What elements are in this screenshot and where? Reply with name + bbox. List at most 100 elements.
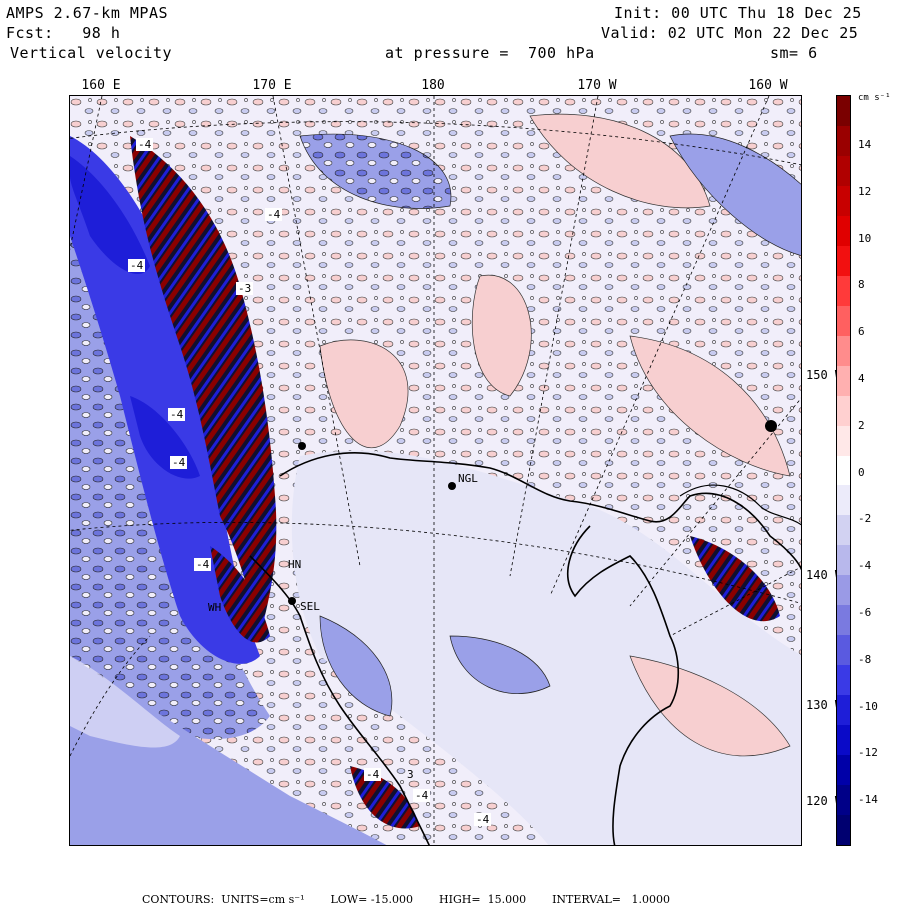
colorbar-swatch	[837, 725, 850, 756]
positive-zone-5	[629, 655, 791, 757]
positive-zone-2	[471, 274, 532, 397]
colorbar-swatch	[837, 215, 850, 247]
colorbar-tick-label: -4	[858, 559, 872, 573]
colorbar-tick-label: 10	[858, 231, 872, 245]
lon-label-180: 180	[421, 78, 445, 93]
colorbar-swatch	[837, 335, 850, 367]
colorbar-tick-label: -2	[858, 512, 872, 526]
map-svg	[70, 96, 801, 845]
colorbar-swatch	[837, 245, 850, 277]
contour-label: -4	[194, 558, 212, 571]
colorbar-tick-label: -12	[858, 746, 878, 760]
colorbar-tick-label: -14	[858, 793, 878, 807]
mountain-wave-ridge-2	[210, 546, 270, 643]
init-time: Init: 00 UTC Thu 18 Dec 25	[614, 4, 862, 22]
colorbar	[836, 95, 851, 846]
contour-label: -4	[364, 768, 382, 781]
negative-zone-5	[449, 635, 551, 694]
negative-core-1	[70, 156, 150, 275]
colorbar-swatch	[837, 305, 850, 337]
meridian-160w	[549, 96, 770, 597]
station-sel-dot	[288, 597, 296, 605]
meridian-160e	[70, 96, 103, 251]
contour-label: -4	[170, 456, 188, 469]
contour-label: -4	[136, 138, 154, 151]
mountain-wave-ridge-3	[350, 766, 420, 829]
mountain-wave-ridge-4	[690, 536, 780, 622]
colorbar-tick-label: -8	[858, 652, 872, 666]
colorbar-swatch	[837, 155, 850, 187]
colorbar-swatch	[837, 605, 850, 636]
negative-zone-6	[669, 133, 801, 256]
contour-label: -4	[128, 259, 146, 272]
colorbar-swatch	[837, 695, 850, 726]
colorbar-tick-label: 2	[858, 418, 865, 432]
colorbar-swatch	[837, 575, 850, 606]
colorbar-swatch	[837, 425, 850, 456]
colorbar-unit: cm s⁻¹	[858, 93, 891, 103]
mountain-wave-ridge	[130, 136, 277, 636]
colorbar-swatch	[837, 815, 850, 846]
positive-zone-3	[529, 113, 711, 209]
colorbar-swatch	[837, 755, 850, 786]
station-ngl-label: NGL	[458, 472, 478, 485]
pressure-level: at pressure = 700 hPa	[385, 44, 595, 62]
colorbar-swatch	[837, 275, 850, 307]
ice-shelf-area	[291, 450, 801, 845]
forecast-hour: Fcst: 98 h	[6, 24, 121, 42]
footer-info: CONTOURS: UNITS=cm s⁻¹ LOW= -15.000 HIGH= …	[135, 880, 696, 906]
colorbar-swatch	[837, 515, 850, 546]
colorbar-tick-label: 0	[858, 465, 865, 479]
colorbar-swatch	[837, 665, 850, 696]
colorbar-swatch	[837, 185, 850, 217]
meridian-170e	[272, 96, 361, 567]
colorbar-tick-label: 12	[858, 184, 872, 198]
positive-zone-4	[629, 335, 791, 477]
colorbar-swatch	[837, 545, 850, 576]
colorbar-swatch	[837, 455, 850, 486]
contour-label: 3	[407, 768, 414, 781]
lon-label-170e: 170 E	[252, 78, 292, 93]
colorbar-tick-label: 14	[858, 138, 872, 151]
colorbar-tick-label: 8	[858, 278, 865, 292]
colorbar-swatch	[837, 96, 850, 127]
lon-label-160w: 160 W	[748, 78, 788, 93]
grounding-line	[567, 525, 680, 845]
graticule-lat-3	[70, 635, 151, 757]
station-wh-label: WH	[208, 601, 222, 614]
model-title: AMPS 2.67-km MPAS	[6, 4, 169, 22]
positive-zone-1	[319, 339, 409, 448]
colorbar-tick-label: 4	[858, 372, 865, 385]
station-dot-2	[765, 420, 777, 432]
station-sel-label: SEL	[300, 600, 320, 613]
negative-core-band	[70, 136, 260, 664]
station-ngl-dot	[448, 482, 456, 490]
colorbar-tick-label: -10	[858, 699, 878, 713]
vertical-velocity-map: NGL SEL HN WH -4 -4 -4 -3 -4 -4 -4 -4 -4…	[69, 95, 802, 846]
valid-time: Valid: 02 UTC Mon 22 Dec 25	[601, 24, 859, 42]
station-dot-1	[298, 442, 306, 450]
coastline-ross	[279, 452, 801, 571]
colorbar-tick-label: 6	[858, 325, 865, 339]
colorbar-swatch	[837, 785, 850, 816]
contour-label: -4	[474, 813, 492, 826]
negative-zone-1	[299, 133, 452, 209]
contour-label: -4	[265, 208, 283, 221]
meridian-140w	[669, 566, 801, 637]
lon-label-160e: 160 E	[81, 78, 121, 93]
colorbar-tick-label: -6	[858, 606, 872, 619]
negative-zone-3	[70, 656, 387, 845]
colorbar-swatch	[837, 395, 850, 427]
contour-label: -4	[168, 408, 186, 421]
smoothing-label: sm= 6	[770, 44, 818, 62]
colorbar-swatch	[837, 485, 850, 516]
negative-zone-4	[319, 615, 393, 717]
colorbar-swatch	[837, 365, 850, 397]
station-hn-label: HN	[288, 558, 302, 571]
graticule-lat-1	[70, 522, 801, 604]
field-name: Vertical velocity	[10, 44, 173, 62]
lon-label-170w: 170 W	[577, 78, 617, 93]
colorbar-swatch	[837, 125, 850, 157]
contour-label: -4	[413, 789, 431, 802]
colorbar-swatch	[837, 635, 850, 666]
